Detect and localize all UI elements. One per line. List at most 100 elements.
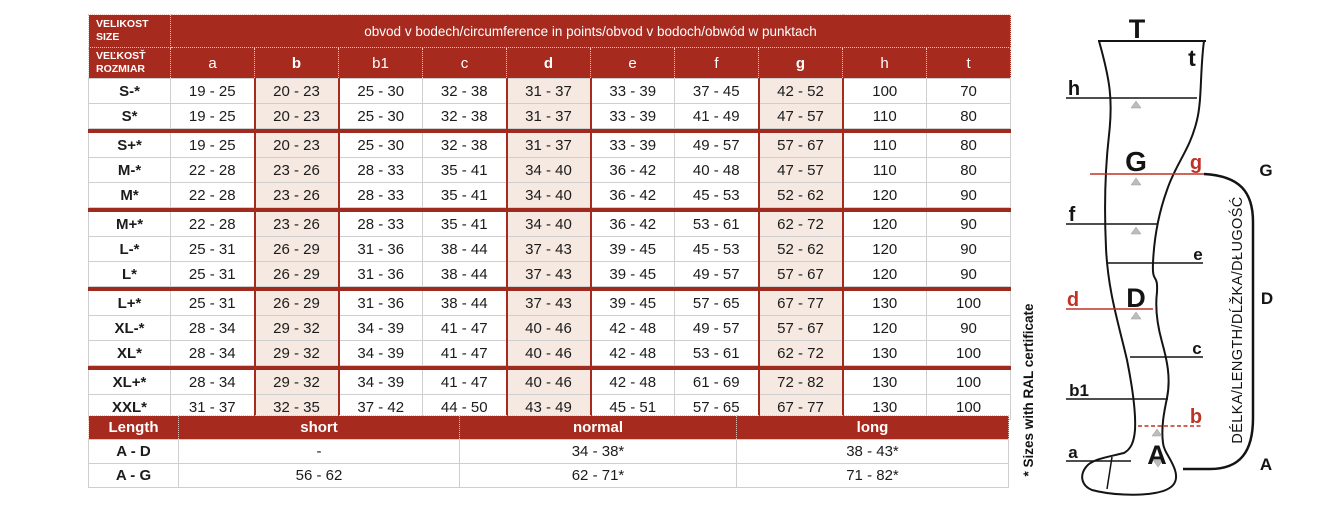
- corner-line: SIZE: [96, 31, 120, 43]
- cell-b: 26 - 29: [253, 236, 340, 263]
- cell-b1: 25 - 30: [338, 78, 423, 105]
- size-table: VELIKOST SIZE obvod v bodech/circumferen…: [87, 14, 1012, 421]
- ral-certificate-footnote: * Sizes with RAL certificate: [1021, 303, 1036, 477]
- size-table-row: S-* 19 - 25 20 - 23 25 - 30 32 - 38 31 - 37 33…: [88, 78, 1012, 105]
- cell-b1: 31 - 36: [338, 290, 423, 317]
- cell-c: 38 - 44: [422, 290, 507, 317]
- cell-b1: 25 - 30: [338, 132, 423, 159]
- cell-d: 31 - 37: [505, 103, 592, 130]
- column-header-d: d: [506, 46, 591, 80]
- column-header-t: t: [925, 46, 1012, 80]
- cell-a: 28 - 34: [170, 369, 255, 396]
- cell-t: 80: [925, 157, 1012, 184]
- size-label: M-*: [88, 157, 171, 184]
- cell-e: 39 - 45: [590, 236, 675, 263]
- cell-f: 49 - 57: [674, 261, 759, 288]
- cell-f: 61 - 69: [674, 369, 759, 396]
- cell-a: 28 - 34: [170, 340, 255, 367]
- cell-a: 25 - 31: [170, 236, 255, 263]
- cell-b: 26 - 29: [253, 290, 340, 317]
- marker-triangle-b: [1151, 428, 1163, 437]
- cell-d: 34 - 40: [505, 182, 592, 209]
- cell-b1: 34 - 39: [338, 369, 423, 396]
- cell-f: 49 - 57: [674, 315, 759, 342]
- cell-t: 80: [925, 132, 1012, 159]
- cell-a: 25 - 31: [170, 261, 255, 288]
- cell-h: 130: [842, 369, 927, 396]
- cell-a: 22 - 28: [170, 157, 255, 184]
- toe-cap-line: [1106, 456, 1113, 490]
- length-value-cell: 62 - 71*: [459, 463, 737, 488]
- cell-d: 40 - 46: [505, 369, 592, 396]
- cell-c: 35 - 41: [422, 211, 507, 238]
- column-header-c: c: [422, 46, 507, 80]
- corner-line: VELIKOST: [96, 17, 149, 30]
- cell-b: 26 - 29: [253, 261, 340, 288]
- cell-c: 41 - 47: [422, 369, 507, 396]
- size-table-row: M+* 22 - 28 23 - 26 28 - 33 35 - 41 34 - 40 36…: [88, 211, 1012, 238]
- cell-h: 120: [842, 236, 927, 263]
- length-value-cell: 56 - 62: [178, 463, 460, 488]
- size-label: XL+*: [88, 369, 171, 396]
- column-header-b: b: [254, 46, 339, 80]
- marker-triangle-d: [1130, 311, 1142, 320]
- length-table-row: A - G 56 - 62 62 - 71* 71 - 82*: [88, 463, 1009, 488]
- cell-h: 120: [842, 261, 927, 288]
- cell-b1: 31 - 36: [338, 236, 423, 263]
- label-t: t: [1188, 45, 1196, 71]
- cell-b: 20 - 23: [253, 132, 340, 159]
- cell-d: 37 - 43: [505, 290, 592, 317]
- cell-t: 90: [925, 211, 1012, 238]
- cell-a: 28 - 34: [170, 315, 255, 342]
- cell-c: 41 - 47: [422, 315, 507, 342]
- cell-d: 31 - 37: [505, 132, 592, 159]
- size-label: M*: [88, 182, 171, 209]
- cell-h: 130: [842, 340, 927, 367]
- cell-e: 33 - 39: [590, 103, 675, 130]
- cell-f: 45 - 53: [674, 182, 759, 209]
- cell-a: 19 - 25: [170, 103, 255, 130]
- cell-h: 100: [842, 78, 927, 105]
- size-table-row: L+* 25 - 31 26 - 29 31 - 36 38 - 44 37 - 43 39…: [88, 290, 1012, 317]
- length-value-cell: 34 - 38*: [459, 439, 737, 464]
- cell-h: 130: [842, 290, 927, 317]
- cell-t: 100: [925, 369, 1012, 396]
- cell-c: 32 - 38: [422, 103, 507, 130]
- length-row-label: A - G: [88, 463, 179, 488]
- cell-e: 36 - 42: [590, 182, 675, 209]
- size-label: XL-*: [88, 315, 171, 342]
- size-table-row: M* 22 - 28 23 - 26 28 - 33 35 - 41 34 - 40 36 …: [88, 182, 1012, 209]
- label-D: D: [1126, 283, 1146, 313]
- size-table-row: S* 19 - 25 20 - 23 25 - 30 32 - 38 31 - 37 33 …: [88, 103, 1012, 130]
- label-g: g: [1190, 152, 1202, 174]
- label-A: A: [1147, 440, 1167, 470]
- cell-t: 90: [925, 315, 1012, 342]
- length-header-short: short: [178, 415, 460, 440]
- cell-c: 38 - 44: [422, 261, 507, 288]
- cell-c: 38 - 44: [422, 236, 507, 263]
- cell-g: 62 - 72: [757, 211, 844, 238]
- cell-b1: 34 - 39: [338, 315, 423, 342]
- label-a: a: [1068, 443, 1078, 462]
- column-header-f: f: [674, 46, 759, 80]
- cell-c: 41 - 47: [422, 340, 507, 367]
- cell-d: 37 - 43: [505, 236, 592, 263]
- cell-e: 39 - 45: [590, 261, 675, 288]
- cell-a: 22 - 28: [170, 211, 255, 238]
- cell-h: 120: [842, 211, 927, 238]
- size-label: L-*: [88, 236, 171, 263]
- cell-d: 37 - 43: [505, 261, 592, 288]
- cell-d: 34 - 40: [505, 157, 592, 184]
- length-value-cell: 71 - 82*: [736, 463, 1009, 488]
- label-c: c: [1192, 339, 1201, 358]
- cell-h: 110: [842, 132, 927, 159]
- size-table-row: M-* 22 - 28 23 - 26 28 - 33 35 - 41 34 - 40 36…: [88, 157, 1012, 184]
- corner-line: ROZMIAR: [96, 63, 145, 76]
- marker-triangle-h: [1130, 100, 1142, 109]
- brace-label-D: D: [1261, 289, 1273, 308]
- label-b: b: [1190, 406, 1202, 428]
- cell-f: 40 - 48: [674, 157, 759, 184]
- cell-e: 33 - 39: [590, 132, 675, 159]
- cell-d: 31 - 37: [505, 78, 592, 105]
- size-label: L*: [88, 261, 171, 288]
